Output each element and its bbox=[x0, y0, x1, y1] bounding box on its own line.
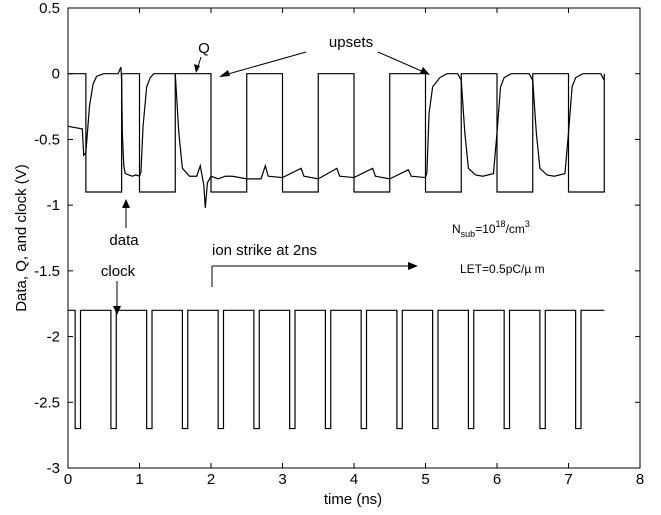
upsets-label: upsets bbox=[329, 34, 373, 51]
x-tick-label: 7 bbox=[564, 471, 572, 488]
y-tick-label: -2 bbox=[47, 329, 60, 346]
upsets-arrow-right bbox=[377, 51, 427, 74]
y-tick-label: -1 bbox=[47, 197, 60, 214]
nsub-annotation: Nsub=1018/cm3 bbox=[452, 219, 530, 239]
x-tick-label: 8 bbox=[636, 471, 644, 488]
x-tick-label: 0 bbox=[64, 471, 72, 488]
y-tick-label: 0 bbox=[52, 66, 60, 83]
x-tick-label: 2 bbox=[207, 471, 215, 488]
q-label: Q bbox=[198, 40, 210, 57]
x-tick-label: 4 bbox=[350, 471, 358, 488]
y-tick-label: -3 bbox=[47, 460, 60, 477]
x-tick-label: 5 bbox=[421, 471, 429, 488]
data-arrowhead bbox=[122, 199, 130, 208]
x-tick-label: 1 bbox=[135, 471, 143, 488]
let-label: LET=0.5pC/µ m bbox=[460, 262, 545, 276]
series-data-line bbox=[68, 73, 605, 193]
series-layer bbox=[67, 66, 605, 430]
upsets-arrowhead-left bbox=[219, 70, 230, 77]
x-tick-label: 3 bbox=[278, 471, 286, 488]
plot-frame bbox=[67, 7, 641, 469]
upsets-arrowhead-right bbox=[420, 67, 430, 75]
x-axis-label: time (ns) bbox=[324, 491, 382, 508]
clock-label: clock bbox=[101, 263, 136, 280]
series-q-line bbox=[67, 66, 605, 208]
y-tick-label: -0.5 bbox=[34, 131, 60, 148]
q-arrowhead bbox=[194, 64, 200, 73]
series-clock-line bbox=[68, 309, 605, 430]
y-tick-label: -2.5 bbox=[34, 394, 60, 411]
nsub-text: Nsub=1018/cm3 bbox=[452, 219, 530, 239]
clock-arrowhead bbox=[113, 306, 121, 315]
y-tick-label: -1.5 bbox=[34, 263, 60, 280]
y-tick-label: 0.5 bbox=[39, 0, 60, 17]
ion-strike-label: ion strike at 2ns bbox=[212, 242, 317, 259]
x-tick-label: 6 bbox=[493, 471, 501, 488]
upsets-arrow-left bbox=[220, 51, 307, 77]
data-label: data bbox=[109, 232, 139, 249]
ion-strike-arrowhead bbox=[408, 262, 418, 270]
y-axis-label: Data, Q, and clock (V) bbox=[13, 164, 30, 312]
